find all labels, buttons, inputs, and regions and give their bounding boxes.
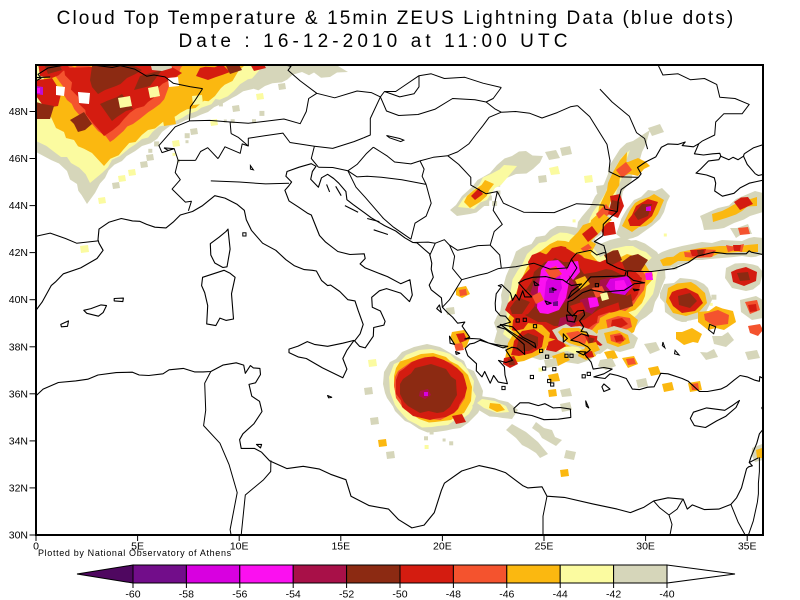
svg-text:44N: 44N xyxy=(9,200,28,212)
svg-text:38N: 38N xyxy=(9,341,28,353)
svg-text:-48: -48 xyxy=(446,589,461,600)
svg-text:42N: 42N xyxy=(9,247,28,259)
svg-text:40N: 40N xyxy=(9,294,28,306)
svg-text:35E: 35E xyxy=(738,541,757,553)
svg-text:-44: -44 xyxy=(553,589,568,600)
svg-text:-50: -50 xyxy=(392,589,407,600)
svg-text:-52: -52 xyxy=(339,589,354,600)
svg-text:5E: 5E xyxy=(131,541,144,553)
svg-text:-42: -42 xyxy=(606,589,621,600)
svg-text:32N: 32N xyxy=(9,482,28,494)
svg-text:-54: -54 xyxy=(286,589,301,600)
svg-text:-46: -46 xyxy=(499,589,514,600)
svg-text:20E: 20E xyxy=(433,541,452,553)
svg-text:Cloud Top Temperature & 15min: Cloud Top Temperature & 15min ZEUS Light… xyxy=(57,8,736,29)
svg-text:-40: -40 xyxy=(659,589,674,600)
svg-text:34N: 34N xyxy=(9,435,28,447)
svg-text:36N: 36N xyxy=(9,388,28,400)
svg-text:30N: 30N xyxy=(9,530,28,542)
svg-text:25E: 25E xyxy=(535,541,554,553)
svg-text:Date : 16-12-2010 at 11:00 UTC: Date : 16-12-2010 at 11:00 UTC xyxy=(178,31,571,52)
svg-text:Plotted by National Observator: Plotted by National Observatory of Athen… xyxy=(38,548,232,558)
svg-text:-60: -60 xyxy=(125,589,140,600)
svg-text:46N: 46N xyxy=(9,153,28,165)
svg-text:-56: -56 xyxy=(232,589,247,600)
svg-text:30E: 30E xyxy=(636,541,655,553)
svg-text:10E: 10E xyxy=(230,541,249,553)
svg-text:0: 0 xyxy=(33,541,39,553)
svg-text:48N: 48N xyxy=(9,106,28,118)
svg-text:-58: -58 xyxy=(179,589,194,600)
svg-text:15E: 15E xyxy=(331,541,350,553)
